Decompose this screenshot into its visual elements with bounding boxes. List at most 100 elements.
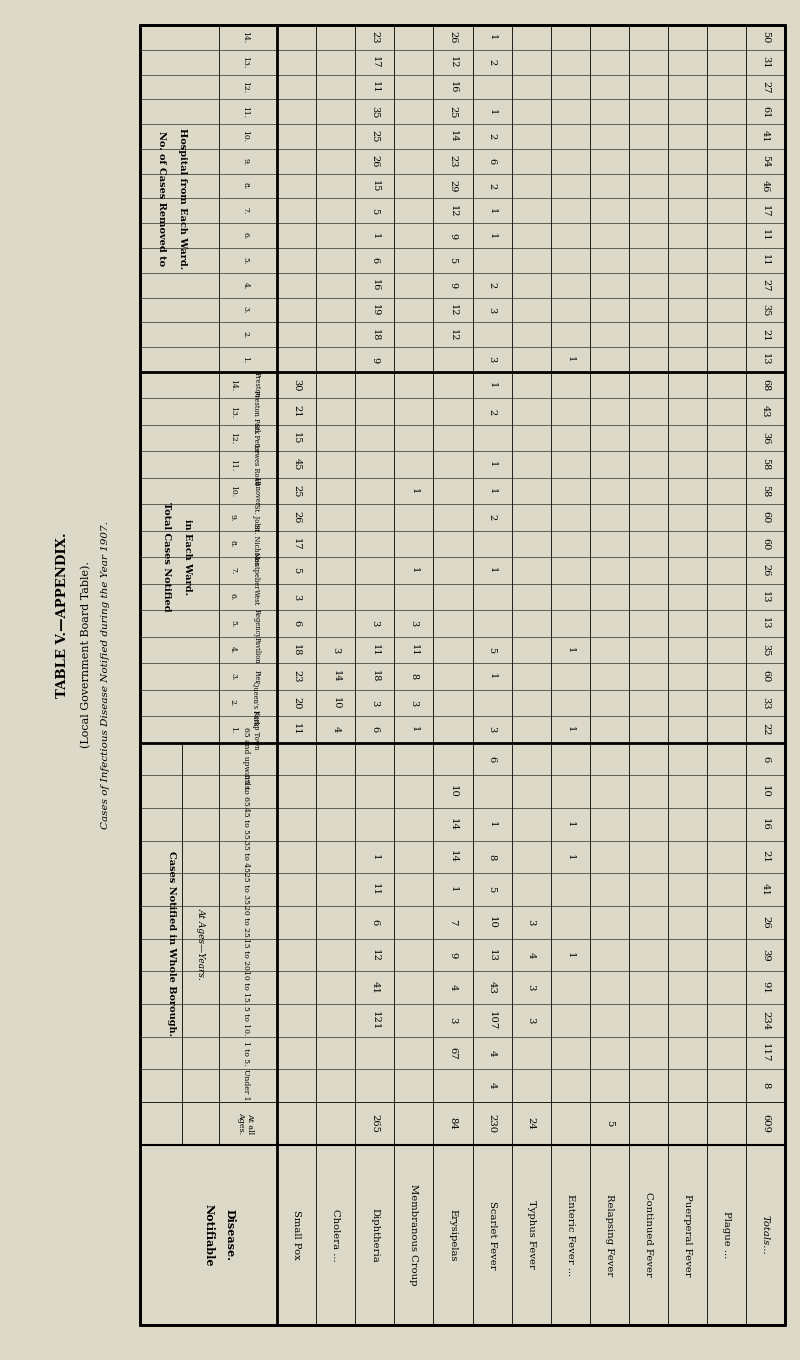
Text: 14: 14 bbox=[449, 131, 458, 143]
Text: 1: 1 bbox=[410, 488, 418, 494]
Text: 20 to 25.: 20 to 25. bbox=[242, 906, 250, 940]
Text: No. of Cases Removed to: No. of Cases Removed to bbox=[157, 131, 166, 267]
Text: 13.: 13. bbox=[229, 405, 237, 418]
Text: 11: 11 bbox=[761, 230, 770, 242]
Text: Continued Fever: Continued Fever bbox=[644, 1193, 653, 1277]
Text: Typhus Fever: Typhus Fever bbox=[526, 1201, 536, 1269]
Text: St. Nicholas: St. Nicholas bbox=[252, 524, 260, 564]
Text: 6: 6 bbox=[370, 726, 379, 733]
Text: 35: 35 bbox=[370, 106, 379, 118]
Text: 10: 10 bbox=[449, 785, 458, 798]
Text: 11: 11 bbox=[370, 883, 379, 896]
Text: 1: 1 bbox=[370, 233, 379, 239]
Text: 4: 4 bbox=[449, 985, 458, 991]
Text: 234: 234 bbox=[761, 1010, 770, 1030]
Text: 11: 11 bbox=[292, 724, 302, 736]
Text: 1: 1 bbox=[566, 854, 574, 860]
Text: 23: 23 bbox=[292, 670, 302, 683]
Text: Scarlet Fever: Scarlet Fever bbox=[487, 1201, 497, 1269]
Text: 21: 21 bbox=[761, 850, 770, 864]
Text: 1: 1 bbox=[487, 34, 497, 41]
Text: 13.: 13. bbox=[242, 56, 250, 68]
Text: 7: 7 bbox=[449, 919, 458, 925]
Text: 3.: 3. bbox=[229, 673, 237, 680]
Text: 16: 16 bbox=[370, 279, 379, 291]
Text: St. John: St. John bbox=[252, 505, 260, 530]
Text: 36: 36 bbox=[761, 432, 770, 445]
Text: 6.: 6. bbox=[242, 233, 250, 239]
Text: 1: 1 bbox=[487, 109, 497, 114]
Text: 9: 9 bbox=[370, 356, 379, 363]
Text: 1: 1 bbox=[370, 854, 379, 860]
Text: 20: 20 bbox=[292, 696, 302, 709]
Text: Plague ...: Plague ... bbox=[722, 1212, 731, 1258]
Text: 35: 35 bbox=[761, 643, 770, 656]
Text: 26: 26 bbox=[449, 31, 458, 44]
Text: 19: 19 bbox=[370, 303, 379, 316]
Text: 7.: 7. bbox=[242, 207, 250, 215]
Text: 12.: 12. bbox=[229, 432, 237, 445]
Text: 10 to 15.: 10 to 15. bbox=[242, 971, 250, 1005]
Text: Small Pox: Small Pox bbox=[292, 1210, 302, 1259]
Text: 1: 1 bbox=[487, 208, 497, 214]
Text: 84: 84 bbox=[449, 1117, 458, 1130]
Text: 5 to 10.: 5 to 10. bbox=[242, 1005, 250, 1035]
Text: 9.: 9. bbox=[242, 158, 250, 165]
Text: 61: 61 bbox=[761, 106, 770, 118]
Text: At Ages—Years.: At Ages—Years. bbox=[197, 907, 206, 979]
Text: 8.: 8. bbox=[242, 182, 250, 189]
Text: 10: 10 bbox=[331, 696, 340, 709]
Text: 1: 1 bbox=[449, 887, 458, 894]
Text: 5: 5 bbox=[487, 647, 497, 653]
Text: 6: 6 bbox=[761, 756, 770, 762]
Text: 18: 18 bbox=[292, 643, 302, 656]
Text: 25 to 35.: 25 to 35. bbox=[242, 872, 250, 907]
Text: 3: 3 bbox=[449, 1017, 458, 1024]
Text: 230: 230 bbox=[487, 1114, 497, 1133]
Text: 15 to 20.: 15 to 20. bbox=[242, 938, 250, 972]
Text: 265: 265 bbox=[370, 1114, 379, 1133]
Text: 41: 41 bbox=[761, 883, 770, 896]
Text: 12.: 12. bbox=[242, 80, 250, 92]
Text: 16: 16 bbox=[449, 80, 458, 92]
Text: Diphtheria: Diphtheria bbox=[370, 1208, 379, 1262]
Text: 60: 60 bbox=[761, 511, 770, 524]
Text: 29: 29 bbox=[449, 180, 458, 192]
Text: 3: 3 bbox=[331, 647, 340, 653]
Text: 27: 27 bbox=[761, 80, 770, 94]
Text: 67: 67 bbox=[449, 1047, 458, 1059]
Text: Cases Notified in Whole Borough.: Cases Notified in Whole Borough. bbox=[167, 851, 176, 1036]
Text: 609: 609 bbox=[761, 1114, 770, 1133]
Text: Erysipelas: Erysipelas bbox=[449, 1209, 458, 1261]
Text: 1: 1 bbox=[410, 726, 418, 733]
Text: 26: 26 bbox=[370, 155, 379, 167]
Text: 18: 18 bbox=[370, 329, 379, 341]
Text: 13: 13 bbox=[761, 617, 770, 630]
Text: 8: 8 bbox=[410, 673, 418, 680]
Text: Relapsing Fever: Relapsing Fever bbox=[605, 1194, 614, 1276]
Text: 21: 21 bbox=[292, 405, 302, 418]
Text: 15: 15 bbox=[292, 432, 302, 445]
Text: 1: 1 bbox=[487, 461, 497, 468]
Text: 12: 12 bbox=[449, 204, 458, 218]
Text: 13: 13 bbox=[761, 590, 770, 604]
Text: (Local Government Board Table).: (Local Government Board Table). bbox=[81, 562, 91, 748]
Text: 5: 5 bbox=[605, 1121, 614, 1126]
Text: 5.: 5. bbox=[242, 257, 250, 264]
Text: TABLE V.—APPENDIX.: TABLE V.—APPENDIX. bbox=[57, 532, 70, 698]
Text: 3: 3 bbox=[487, 307, 497, 313]
Text: 6: 6 bbox=[487, 158, 497, 165]
Text: Hanover: Hanover bbox=[252, 476, 260, 506]
Text: Queen's Park: Queen's Park bbox=[252, 680, 260, 725]
Text: Pier: Pier bbox=[252, 669, 260, 683]
Text: Hospital from Each Ward.: Hospital from Each Ward. bbox=[178, 128, 186, 269]
Text: 31: 31 bbox=[761, 56, 770, 68]
Text: Enteric Fever ...: Enteric Fever ... bbox=[566, 1194, 574, 1276]
Text: in Each Ward.: in Each Ward. bbox=[183, 520, 192, 596]
Text: 3: 3 bbox=[526, 985, 536, 991]
Text: 18: 18 bbox=[370, 670, 379, 683]
Text: 58: 58 bbox=[761, 486, 770, 498]
Text: 11: 11 bbox=[370, 643, 379, 656]
Text: 7.: 7. bbox=[229, 567, 237, 574]
Text: 12: 12 bbox=[449, 56, 458, 68]
